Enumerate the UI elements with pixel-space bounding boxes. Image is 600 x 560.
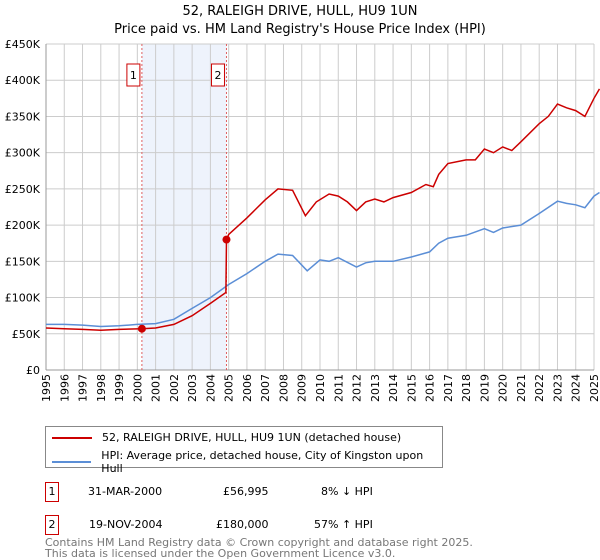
y-tick-label: £400K <box>5 74 41 87</box>
x-tick-label: 1995 <box>40 374 53 402</box>
transaction-hpi: 8% ↓ HPI <box>321 485 373 498</box>
legend-label-hpi: HPI: Average price, detached house, City… <box>101 449 424 475</box>
x-tick-label: 1997 <box>77 374 90 402</box>
x-tick-label: 2019 <box>478 374 491 402</box>
y-tick-label: £50K <box>12 328 41 341</box>
sale-point <box>137 324 146 333</box>
y-tick-label: £200K <box>5 219 41 232</box>
footer: Contains HM Land Registry data © Crown c… <box>45 537 473 559</box>
transaction-badge: 1 <box>45 482 59 502</box>
x-tick-label: 2001 <box>150 374 163 402</box>
x-tick-label: 1996 <box>58 374 71 402</box>
y-tick-label: £450K <box>5 38 41 51</box>
x-tick-label: 2017 <box>442 374 455 402</box>
x-tick-label: 2007 <box>259 374 272 402</box>
x-tick-label: 2008 <box>277 374 290 402</box>
legend: 52, RALEIGH DRIVE, HULL, HU9 1UN (detach… <box>45 426 443 475</box>
x-tick-label: 2014 <box>387 374 400 402</box>
sale-point <box>222 235 231 244</box>
y-tick-label: £350K <box>5 110 41 123</box>
chart-subtitle: Price paid vs. HM Land Registry's House … <box>114 22 486 37</box>
property-price-line <box>45 88 600 331</box>
marker-badge-label: 1 <box>130 69 137 82</box>
shaded-period <box>141 44 227 370</box>
x-tick-label: 2024 <box>570 374 583 402</box>
marker-badge <box>126 63 141 87</box>
legend-label-property: 52, RALEIGH DRIVE, HULL, HU9 1UN (detach… <box>102 431 402 444</box>
x-tick-label: 2003 <box>186 374 199 402</box>
legend-line-property <box>52 436 92 439</box>
transaction-date: 19-NOV-2004 <box>89 518 163 531</box>
marker-badge <box>210 63 225 87</box>
x-tick-label: 2002 <box>168 374 181 402</box>
x-tick-label: 2016 <box>424 374 437 402</box>
y-tick-label: £300K <box>5 147 41 160</box>
y-tick-label: £150K <box>5 255 41 268</box>
x-tick-label: 2020 <box>497 374 510 402</box>
x-tick-label: 2021 <box>515 374 528 402</box>
x-tick-label: 2018 <box>460 374 473 402</box>
x-tick-label: 2023 <box>551 374 564 402</box>
x-tick-label: 2022 <box>533 374 546 402</box>
transaction-price: £180,000 <box>216 518 269 531</box>
x-tick-label: 1999 <box>113 374 126 402</box>
x-tick-label: 2013 <box>369 374 382 402</box>
footer-licence: This data is licensed under the Open Gov… <box>45 547 396 560</box>
x-tick-label: 2009 <box>296 374 309 402</box>
x-tick-label: 2005 <box>223 374 236 402</box>
transaction-badge: 2 <box>45 515 59 535</box>
transaction-row: 1 31-MAR-2000 £56,995 8% ↓ HPI <box>45 482 445 502</box>
x-tick-label: 2015 <box>405 374 418 402</box>
x-tick-label: 2025 <box>588 374 600 402</box>
price-chart: 1995 1996 1997 1998 1999 2000 2001 2002 2003 2004… <box>5 38 600 402</box>
x-tick-label: 2011 <box>332 374 345 402</box>
x-tick-label: 1998 <box>95 374 108 402</box>
x-tick-label: 2000 <box>131 374 144 402</box>
transaction-row: 2 19-NOV-2004 £180,000 57% ↑ HPI <box>45 515 445 535</box>
x-tick-label: 2006 <box>241 374 254 402</box>
x-tick-label: 2012 <box>351 374 364 402</box>
legend-line-hpi <box>52 461 92 463</box>
x-tick-label: 2010 <box>314 374 327 402</box>
footer-copyright: Contains HM Land Registry data © Crown c… <box>45 536 473 549</box>
x-tick-label: 2004 <box>204 374 217 402</box>
y-tick-label: £0 <box>26 364 40 377</box>
transaction-price: £56,995 <box>223 485 269 498</box>
chart-title: 52, RALEIGH DRIVE, HULL, HU9 1UN <box>182 4 418 19</box>
hpi-line <box>46 191 600 328</box>
y-tick-label: £100K <box>5 292 41 305</box>
y-tick-label: £250K <box>5 183 41 196</box>
marker-badge-label: 2 <box>214 69 221 82</box>
transaction-date: 31-MAR-2000 <box>88 485 163 498</box>
transaction-hpi: 57% ↑ HPI <box>314 518 373 531</box>
